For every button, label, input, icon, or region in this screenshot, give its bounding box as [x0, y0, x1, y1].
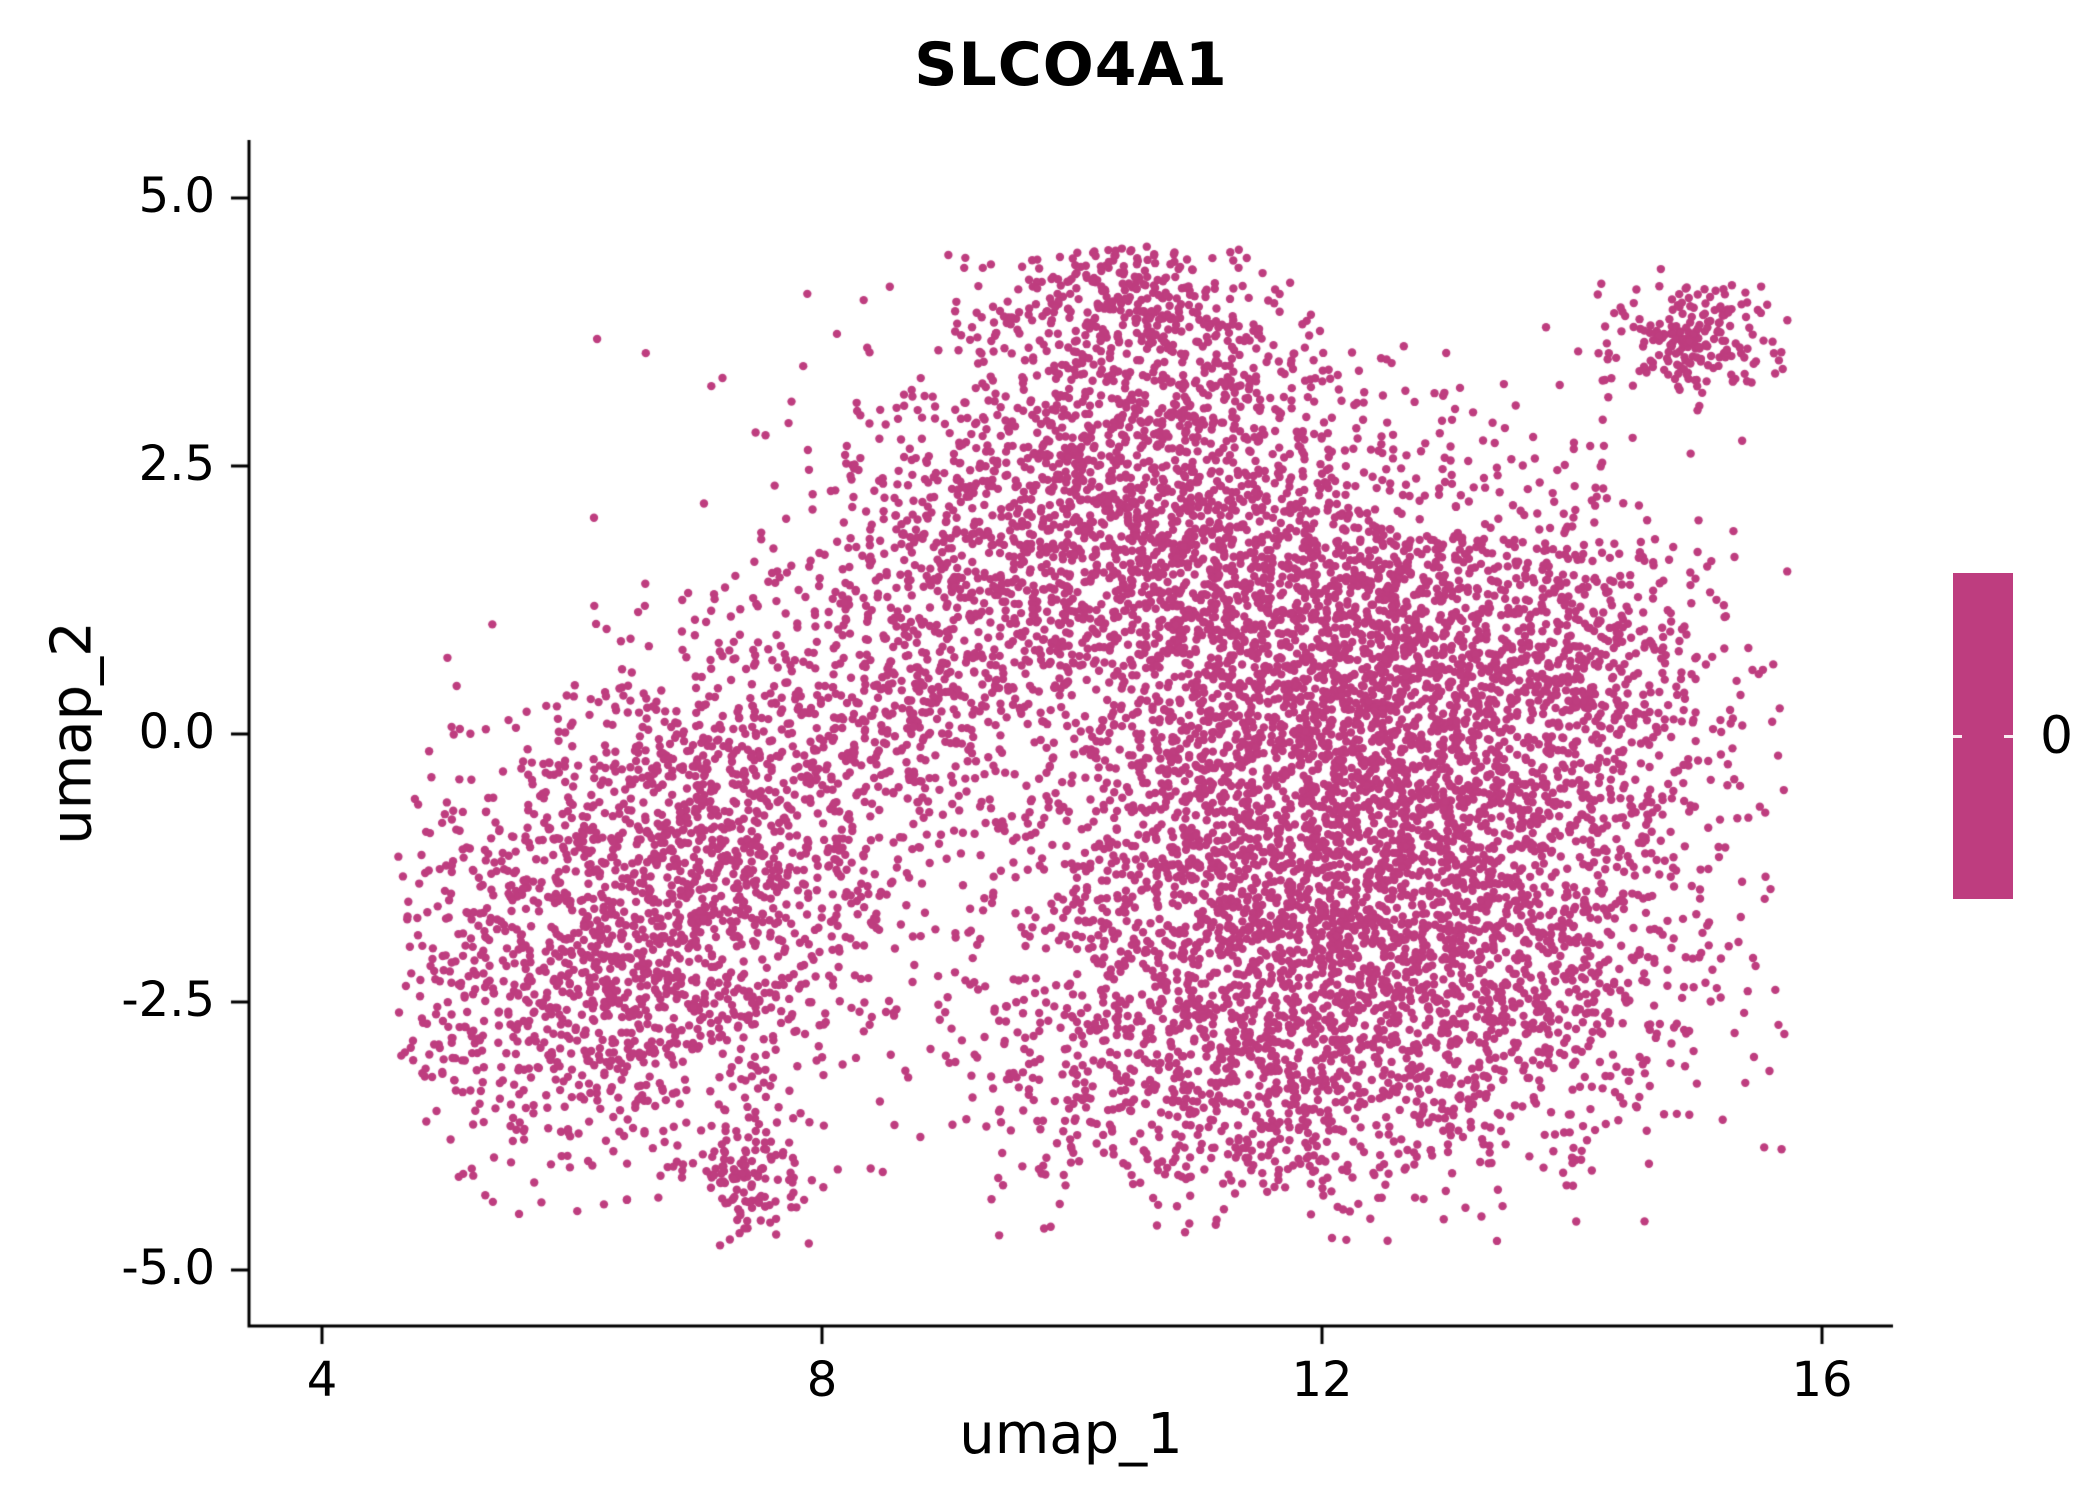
y-tick-label: -5.0: [121, 1240, 215, 1296]
y-tick-label: -2.5: [121, 972, 215, 1028]
x-tick-label: 8: [806, 1352, 838, 1408]
legend-colorbar: [1953, 573, 2013, 899]
legend-break-label: 0: [2040, 706, 2074, 766]
y-tick-label: 0.0: [138, 704, 215, 760]
x-tick-label: 16: [1791, 1352, 1853, 1408]
colorbar-break-tick-left: [1953, 735, 1962, 738]
colorbar-break-tick-right: [2004, 735, 2013, 738]
x-tick-label: 4: [306, 1352, 338, 1408]
x-tick-label: 12: [1291, 1352, 1353, 1408]
chart-title: SLCO4A1: [914, 30, 1228, 100]
y-tick-label: 2.5: [138, 436, 215, 492]
y-tick-label: 5.0: [138, 168, 215, 224]
x-axis-label: umap_1: [959, 1402, 1183, 1467]
